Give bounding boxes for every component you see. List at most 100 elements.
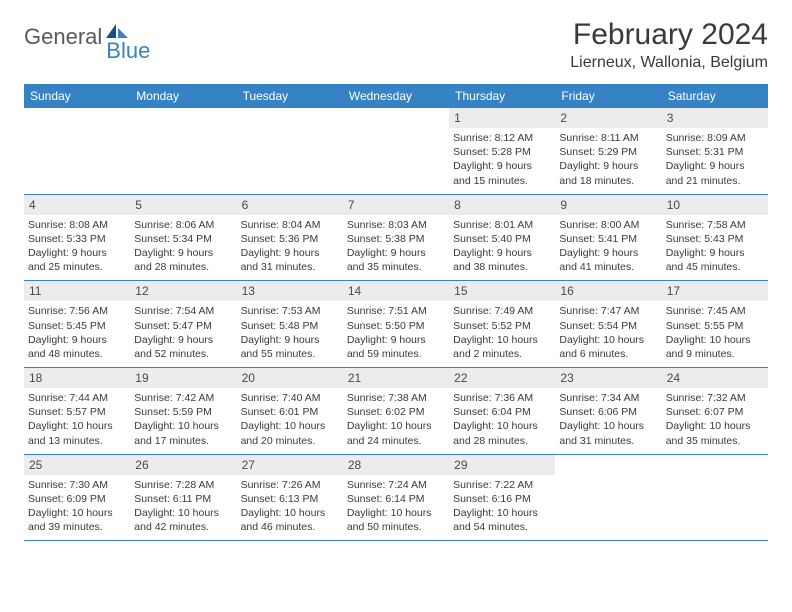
sunrise-text: Sunrise: 7:24 AM	[347, 478, 445, 492]
week-row: 11Sunrise: 7:56 AMSunset: 5:45 PMDayligh…	[24, 281, 768, 368]
daylight-text: Daylight: 9 hours	[134, 333, 232, 347]
sunset-text: Sunset: 5:36 PM	[241, 232, 339, 246]
daylight-text: Daylight: 10 hours	[134, 506, 232, 520]
day-number: 19	[130, 368, 236, 388]
day-number: 12	[130, 281, 236, 301]
day-number: 22	[449, 368, 555, 388]
daylight-text: and 31 minutes.	[241, 260, 339, 274]
daylight-text: Daylight: 10 hours	[241, 506, 339, 520]
sunrise-text: Sunrise: 8:08 AM	[28, 218, 126, 232]
daylight-text: and 2 minutes.	[453, 347, 551, 361]
sunset-text: Sunset: 5:34 PM	[134, 232, 232, 246]
sunset-text: Sunset: 5:48 PM	[241, 319, 339, 333]
day-cell: 22Sunrise: 7:36 AMSunset: 6:04 PMDayligh…	[449, 368, 555, 454]
daylight-text: and 24 minutes.	[347, 434, 445, 448]
weekday-header: Friday	[555, 84, 661, 108]
day-number: 26	[130, 455, 236, 475]
day-number: 17	[662, 281, 768, 301]
sunrise-text: Sunrise: 7:36 AM	[453, 391, 551, 405]
day-number: 20	[237, 368, 343, 388]
daylight-text: and 35 minutes.	[666, 434, 764, 448]
sunrise-text: Sunrise: 8:01 AM	[453, 218, 551, 232]
logo: General Blue	[24, 22, 174, 51]
day-cell: 17Sunrise: 7:45 AMSunset: 5:55 PMDayligh…	[662, 281, 768, 367]
sunrise-text: Sunrise: 7:32 AM	[666, 391, 764, 405]
day-number: 8	[449, 195, 555, 215]
empty-day-cell	[555, 455, 661, 541]
sunrise-text: Sunrise: 8:06 AM	[134, 218, 232, 232]
sunrise-text: Sunrise: 7:49 AM	[453, 304, 551, 318]
day-number: 23	[555, 368, 661, 388]
day-cell: 24Sunrise: 7:32 AMSunset: 6:07 PMDayligh…	[662, 368, 768, 454]
day-cell: 27Sunrise: 7:26 AMSunset: 6:13 PMDayligh…	[237, 455, 343, 541]
daylight-text: Daylight: 10 hours	[241, 419, 339, 433]
daylight-text: and 25 minutes.	[28, 260, 126, 274]
week-row: 25Sunrise: 7:30 AMSunset: 6:09 PMDayligh…	[24, 455, 768, 542]
logo-text-general: General	[24, 24, 102, 50]
day-cell: 13Sunrise: 7:53 AMSunset: 5:48 PMDayligh…	[237, 281, 343, 367]
sunrise-text: Sunrise: 7:42 AM	[134, 391, 232, 405]
sunrise-text: Sunrise: 7:53 AM	[241, 304, 339, 318]
sunset-text: Sunset: 5:41 PM	[559, 232, 657, 246]
sunset-text: Sunset: 6:09 PM	[28, 492, 126, 506]
day-number: 24	[662, 368, 768, 388]
sunset-text: Sunset: 5:43 PM	[666, 232, 764, 246]
daylight-text: Daylight: 10 hours	[666, 419, 764, 433]
daylight-text: Daylight: 10 hours	[559, 333, 657, 347]
sunset-text: Sunset: 6:14 PM	[347, 492, 445, 506]
day-cell: 11Sunrise: 7:56 AMSunset: 5:45 PMDayligh…	[24, 281, 130, 367]
weekday-header: Wednesday	[343, 84, 449, 108]
day-number: 6	[237, 195, 343, 215]
daylight-text: and 13 minutes.	[28, 434, 126, 448]
sunrise-text: Sunrise: 7:47 AM	[559, 304, 657, 318]
daylight-text: and 52 minutes.	[134, 347, 232, 361]
sunrise-text: Sunrise: 8:12 AM	[453, 131, 551, 145]
daylight-text: Daylight: 10 hours	[666, 333, 764, 347]
day-cell: 10Sunrise: 7:58 AMSunset: 5:43 PMDayligh…	[662, 195, 768, 281]
daylight-text: Daylight: 10 hours	[347, 506, 445, 520]
day-cell: 21Sunrise: 7:38 AMSunset: 6:02 PMDayligh…	[343, 368, 449, 454]
day-number: 15	[449, 281, 555, 301]
daylight-text: Daylight: 10 hours	[453, 419, 551, 433]
day-cell: 15Sunrise: 7:49 AMSunset: 5:52 PMDayligh…	[449, 281, 555, 367]
daylight-text: Daylight: 10 hours	[134, 419, 232, 433]
daylight-text: Daylight: 10 hours	[347, 419, 445, 433]
daylight-text: Daylight: 9 hours	[134, 246, 232, 260]
day-cell: 7Sunrise: 8:03 AMSunset: 5:38 PMDaylight…	[343, 195, 449, 281]
sunrise-text: Sunrise: 8:00 AM	[559, 218, 657, 232]
daylight-text: and 48 minutes.	[28, 347, 126, 361]
sunset-text: Sunset: 6:11 PM	[134, 492, 232, 506]
daylight-text: and 59 minutes.	[347, 347, 445, 361]
sunrise-text: Sunrise: 7:54 AM	[134, 304, 232, 318]
daylight-text: and 18 minutes.	[559, 174, 657, 188]
daylight-text: Daylight: 9 hours	[559, 246, 657, 260]
daylight-text: and 28 minutes.	[134, 260, 232, 274]
day-cell: 2Sunrise: 8:11 AMSunset: 5:29 PMDaylight…	[555, 108, 661, 194]
sunset-text: Sunset: 5:54 PM	[559, 319, 657, 333]
title-block: February 2024 Lierneux, Wallonia, Belgiu…	[570, 18, 768, 72]
sunrise-text: Sunrise: 7:51 AM	[347, 304, 445, 318]
sunrise-text: Sunrise: 8:03 AM	[347, 218, 445, 232]
daylight-text: Daylight: 10 hours	[28, 419, 126, 433]
day-cell: 9 Sunrise: 8:00 AMSunset: 5:41 PMDaylight…	[555, 195, 661, 281]
daylight-text: Daylight: 10 hours	[559, 419, 657, 433]
day-cell: 12Sunrise: 7:54 AMSunset: 5:47 PMDayligh…	[130, 281, 236, 367]
day-number: 9	[555, 195, 661, 215]
location-text: Lierneux, Wallonia, Belgium	[570, 54, 768, 72]
daylight-text: and 54 minutes.	[453, 520, 551, 534]
logo-text-blue: Blue	[106, 38, 150, 64]
sunset-text: Sunset: 5:45 PM	[28, 319, 126, 333]
day-number: 7	[343, 195, 449, 215]
daylight-text: and 39 minutes.	[28, 520, 126, 534]
day-number: 13	[237, 281, 343, 301]
day-cell: 8Sunrise: 8:01 AMSunset: 5:40 PMDaylight…	[449, 195, 555, 281]
sunrise-text: Sunrise: 7:44 AM	[28, 391, 126, 405]
daylight-text: Daylight: 9 hours	[453, 246, 551, 260]
day-number: 27	[237, 455, 343, 475]
daylight-text: and 17 minutes.	[134, 434, 232, 448]
calendar-grid: SundayMondayTuesdayWednesdayThursdayFrid…	[24, 84, 768, 541]
day-cell: 5Sunrise: 8:06 AMSunset: 5:34 PMDaylight…	[130, 195, 236, 281]
daylight-text: Daylight: 9 hours	[28, 333, 126, 347]
daylight-text: and 42 minutes.	[134, 520, 232, 534]
daylight-text: Daylight: 10 hours	[453, 506, 551, 520]
